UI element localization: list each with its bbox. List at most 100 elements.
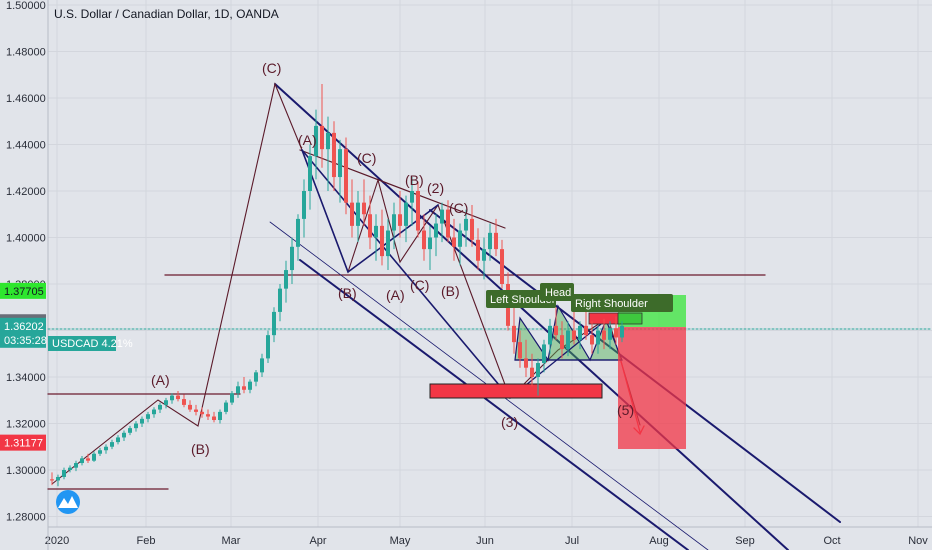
support-zone [429,383,603,399]
candle [578,321,582,350]
candle [122,430,126,441]
x-tick-label: May [390,535,411,547]
candle [362,179,366,226]
channel-upper [274,83,789,550]
candle [56,474,60,487]
candle [242,377,246,394]
price-tag-bg [0,434,46,451]
candle [494,218,498,257]
candle [566,321,570,357]
candle [380,209,384,266]
candle [320,84,324,168]
candle [356,191,360,243]
candle [398,191,402,238]
y-axis: 1.50000 1.48000 1.46000 1.44000 1.42000 1.400… [6,0,49,550]
candle [422,214,426,261]
candle [206,409,210,421]
x-tick-label: Jun [476,535,494,547]
candle [266,330,270,364]
candle [374,214,378,261]
wave-label-2: (2) [427,180,444,196]
price-tag: 1.36202 [4,321,44,333]
candle [596,325,600,354]
chart-title: U.S. Dollar / Canadian Dollar, 1D, OANDA [54,7,279,21]
wave-zigzag [301,149,439,274]
candle [230,390,234,405]
candle [224,400,228,415]
candle [584,307,588,340]
candle [128,425,132,436]
candle [200,407,204,418]
candle [350,179,354,238]
candle [410,177,414,226]
y-tick-label: 1.40000 [6,233,46,245]
candle [278,284,282,322]
left-shoulder-tag: Left Shoulder [490,294,556,306]
candle [488,223,492,261]
candle [68,465,72,473]
candle [260,353,264,377]
candle [236,381,240,398]
x-tick-label: 2020 [45,535,69,547]
candle [302,179,306,238]
x-tick-label: Oct [823,535,840,547]
candle [134,421,138,432]
right-shoulder-tag-bg [571,294,673,312]
wave-labels: (C) (A) (C) (B) (2) (C) (B) (A) (C) (B) … [151,60,634,457]
entry-marker-green [617,312,643,325]
candle [428,225,432,271]
stop-zone [618,327,686,449]
candle [182,394,186,408]
candle [368,195,372,250]
candle [344,137,348,215]
wave-label-C-top: (C) [262,60,281,76]
wave-label-C-right: (C) [449,200,468,216]
candle [440,202,444,243]
candle [446,200,450,243]
wave-label-A-low: (A) [386,287,405,303]
wave-label-A-feb: (A) [151,372,170,388]
candle [500,239,504,289]
candle [530,353,534,387]
left-shoulder-tag-bg [486,290,556,308]
candle [158,402,162,414]
candle [290,237,294,284]
candle [170,393,174,404]
wave-label-B-jun: (B) [441,283,460,299]
wave-label-B-low: (B) [338,285,357,301]
pattern-labels: Left Shoulder Head Right Shoulder [486,283,673,312]
wave-label-C: (C) [357,150,376,166]
candle [464,209,468,247]
tradingview-logo-icon[interactable] [56,490,80,514]
candle [254,370,258,387]
candle [614,316,618,345]
right-shoulder-tag: Right Shoulder [575,298,648,310]
price-tag-bg [0,331,46,348]
candle [314,109,318,180]
candle [92,451,96,462]
price-tags: USDCAD 4.21% 1.377051.363551.3620203:35:… [0,282,133,451]
y-tick-label: 1.28000 [6,512,46,524]
y-tick-label: 1.44000 [6,140,46,152]
candle [110,439,114,450]
candle [98,447,102,457]
candle [404,195,408,243]
candle [140,416,144,427]
price-tag: 03:35:28 [4,335,47,347]
price-tag-bg [0,282,46,299]
y-tick-label: 1.32000 [6,419,46,431]
y-tick-label: 1.30000 [6,465,46,477]
candle [218,409,222,424]
x-tick-label: Aug [649,535,669,547]
candle [164,397,168,409]
candle [590,321,594,354]
candle [332,121,336,191]
wave-label-3: (3) [501,414,518,430]
wave-label-B-top: (B) [405,172,424,188]
candle [416,181,420,238]
wave-path [51,82,641,485]
candle [620,321,624,343]
candle [338,139,342,203]
